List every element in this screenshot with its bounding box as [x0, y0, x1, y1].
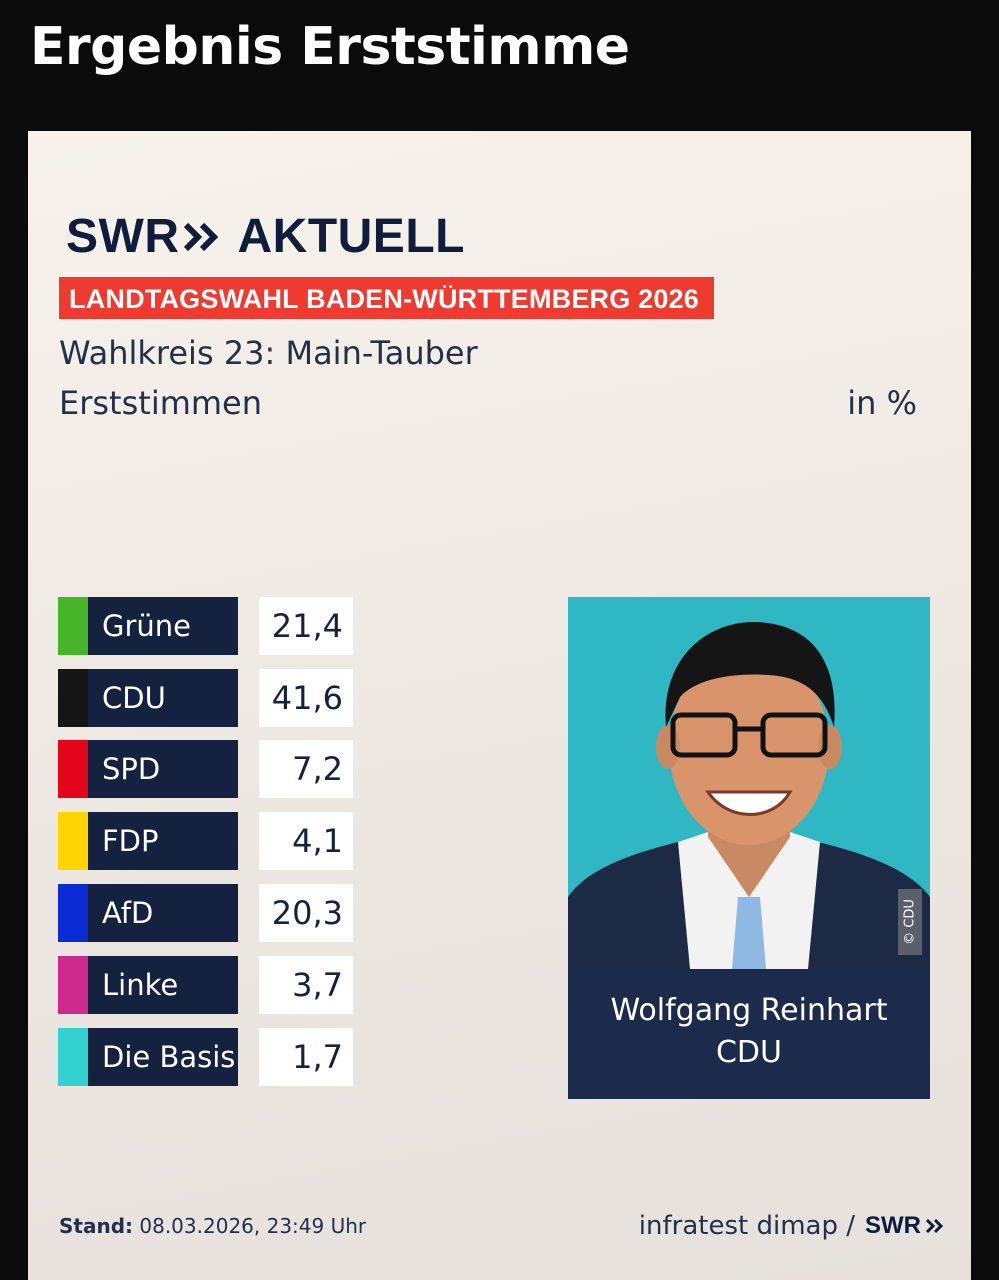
source-text: infratest dimap / [638, 1211, 855, 1241]
party-name: Die Basis [88, 1028, 238, 1086]
page-title: Ergebnis Erststimme [30, 17, 630, 77]
photo-credit: © CDU [898, 889, 922, 955]
election-banner: LANDTAGSWAHL BADEN-WÜRTTEMBERG 2026 [59, 277, 715, 319]
double-chevron-small-icon [925, 1211, 944, 1241]
party-name: Grüne [88, 597, 238, 655]
result-graphic: SWR AKTUELL LANDTAGSWAHL BADEN-WÜRTTEMBE… [28, 131, 971, 1280]
party-name: FDP [88, 812, 238, 870]
source-credit: infratest dimap / SWR [638, 1211, 944, 1241]
result-row-gruene: Grüne 21,4 [58, 597, 354, 655]
party-value: 20,3 [259, 884, 353, 942]
party-color-swatch [58, 956, 88, 1014]
result-row-die-basis: Die Basis 1,7 [58, 1028, 354, 1086]
party-value: 21,4 [259, 597, 353, 655]
party-color-swatch [58, 669, 88, 727]
candidate-photo: © CDU [568, 597, 930, 969]
party-name: SPD [88, 740, 238, 798]
party-value: 1,7 [259, 1028, 353, 1086]
party-color-swatch [58, 812, 88, 870]
winner-party: CDU [715, 1035, 782, 1070]
swr-aktuell-logo: SWR AKTUELL [66, 209, 465, 264]
party-value: 7,2 [259, 740, 353, 798]
unit-label: in % [847, 384, 917, 422]
constituency-subtitle: Wahlkreis 23: Main-Tauber [59, 334, 478, 372]
result-row-fdp: FDP 4,1 [58, 812, 354, 870]
vote-type-label: Erststimmen [59, 384, 263, 422]
result-row-afd: AfD 20,3 [58, 884, 354, 942]
party-name: CDU [88, 669, 238, 727]
party-name: AfD [88, 884, 238, 942]
double-chevron-icon [183, 209, 219, 264]
result-row-cdu: CDU 41,6 [58, 669, 354, 727]
party-color-swatch [58, 884, 88, 942]
result-row-linke: Linke 3,7 [58, 956, 354, 1014]
winner-card: © CDU Wolfgang Reinhart CDU [568, 597, 930, 1099]
stand-value: 08.03.2026, 23:49 Uhr [139, 1214, 367, 1238]
logo-aktuell-text: AKTUELL [237, 210, 465, 263]
swr-brand: SWR [865, 1212, 921, 1239]
party-value: 4,1 [259, 812, 353, 870]
party-color-swatch [58, 597, 88, 655]
stand-label: Stand: [59, 1214, 134, 1238]
party-value: 41,6 [259, 669, 353, 727]
party-color-swatch [58, 1028, 88, 1086]
timestamp: Stand: 08.03.2026, 23:49 Uhr [59, 1214, 366, 1238]
winner-name: Wolfgang Reinhart [610, 993, 888, 1028]
logo-swr-text: SWR [66, 210, 180, 263]
party-color-swatch [58, 740, 88, 798]
party-value: 3,7 [259, 956, 353, 1014]
party-name: Linke [88, 956, 238, 1014]
result-row-spd: SPD 7,2 [58, 740, 354, 798]
